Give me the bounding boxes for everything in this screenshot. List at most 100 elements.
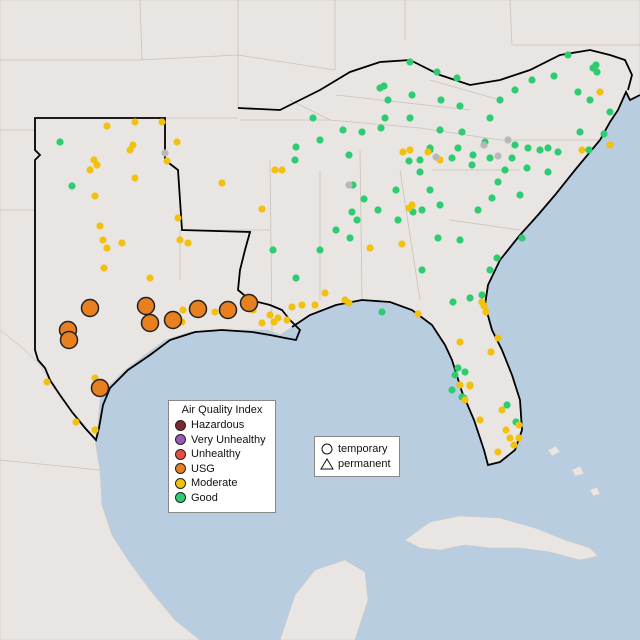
good-monitor-marker[interactable] xyxy=(358,128,366,136)
good-monitor-marker[interactable] xyxy=(433,68,441,76)
good-monitor-marker[interactable] xyxy=(589,64,597,72)
moderate-monitor-marker[interactable] xyxy=(218,179,226,187)
good-monitor-marker[interactable] xyxy=(454,144,462,152)
moderate-monitor-marker[interactable] xyxy=(321,289,329,297)
good-monitor-marker[interactable] xyxy=(316,136,324,144)
good-monitor-marker[interactable] xyxy=(544,168,552,176)
good-monitor-marker[interactable] xyxy=(291,156,299,164)
good-monitor-marker[interactable] xyxy=(309,114,317,122)
moderate-monitor-marker[interactable] xyxy=(163,157,171,165)
good-monitor-marker[interactable] xyxy=(449,298,457,306)
monitor-points[interactable] xyxy=(43,51,614,456)
good-monitor-marker[interactable] xyxy=(405,157,413,165)
good-monitor-marker[interactable] xyxy=(437,96,445,104)
good-monitor-marker[interactable] xyxy=(406,114,414,122)
moderate-monitor-marker[interactable] xyxy=(283,316,291,324)
good-monitor-marker[interactable] xyxy=(466,294,474,302)
good-monitor-marker[interactable] xyxy=(374,206,382,214)
good-monitor-marker[interactable] xyxy=(392,186,400,194)
moderate-monitor-marker[interactable] xyxy=(146,274,154,282)
good-monitor-marker[interactable] xyxy=(360,195,368,203)
moderate-monitor-marker[interactable] xyxy=(93,161,101,169)
good-monitor-marker[interactable] xyxy=(406,58,414,66)
good-monitor-marker[interactable] xyxy=(511,141,519,149)
good-monitor-marker[interactable] xyxy=(56,138,64,146)
good-monitor-marker[interactable] xyxy=(494,178,502,186)
good-monitor-marker[interactable] xyxy=(332,226,340,234)
usg-monitor-marker[interactable] xyxy=(80,298,100,318)
moderate-monitor-marker[interactable] xyxy=(96,222,104,230)
moderate-monitor-marker[interactable] xyxy=(461,396,469,404)
good-monitor-marker[interactable] xyxy=(486,266,494,274)
moderate-monitor-marker[interactable] xyxy=(596,88,604,96)
good-monitor-marker[interactable] xyxy=(458,128,466,136)
moderate-monitor-marker[interactable] xyxy=(179,306,187,314)
moderate-monitor-marker[interactable] xyxy=(456,338,464,346)
good-monitor-marker[interactable] xyxy=(453,74,461,82)
moderate-monitor-marker[interactable] xyxy=(176,236,184,244)
moderate-monitor-marker[interactable] xyxy=(91,426,99,434)
good-monitor-marker[interactable] xyxy=(478,291,486,299)
good-monitor-marker[interactable] xyxy=(518,234,526,242)
moderate-monitor-marker[interactable] xyxy=(288,303,296,311)
moderate-monitor-marker[interactable] xyxy=(494,334,502,342)
good-monitor-marker[interactable] xyxy=(292,143,300,151)
good-monitor-marker[interactable] xyxy=(416,156,424,164)
good-monitor-marker[interactable] xyxy=(448,386,456,394)
moderate-monitor-marker[interactable] xyxy=(266,311,274,319)
good-monitor-marker[interactable] xyxy=(544,144,552,152)
good-monitor-marker[interactable] xyxy=(564,51,572,59)
good-monitor-marker[interactable] xyxy=(574,88,582,96)
good-monitor-marker[interactable] xyxy=(523,164,531,172)
moderate-monitor-marker[interactable] xyxy=(498,406,506,414)
good-monitor-marker[interactable] xyxy=(486,114,494,122)
moderate-monitor-marker[interactable] xyxy=(424,148,432,156)
good-monitor-marker[interactable] xyxy=(469,151,477,159)
good-monitor-marker[interactable] xyxy=(508,154,516,162)
unknown-monitor-marker[interactable] xyxy=(345,181,353,189)
good-monitor-marker[interactable] xyxy=(426,186,434,194)
good-monitor-marker[interactable] xyxy=(488,194,496,202)
moderate-monitor-marker[interactable] xyxy=(510,441,518,449)
moderate-monitor-marker[interactable] xyxy=(173,138,181,146)
moderate-monitor-marker[interactable] xyxy=(103,122,111,130)
moderate-monitor-marker[interactable] xyxy=(414,310,422,318)
good-monitor-marker[interactable] xyxy=(576,128,584,136)
moderate-monitor-marker[interactable] xyxy=(278,166,286,174)
moderate-monitor-marker[interactable] xyxy=(298,301,306,309)
moderate-monitor-marker[interactable] xyxy=(466,381,474,389)
good-monitor-marker[interactable] xyxy=(346,234,354,242)
good-monitor-marker[interactable] xyxy=(454,364,462,372)
moderate-monitor-marker[interactable] xyxy=(131,118,139,126)
moderate-monitor-marker[interactable] xyxy=(456,381,464,389)
good-monitor-marker[interactable] xyxy=(554,148,562,156)
moderate-monitor-marker[interactable] xyxy=(494,448,502,456)
moderate-monitor-marker[interactable] xyxy=(126,146,134,154)
good-monitor-marker[interactable] xyxy=(461,368,469,376)
good-monitor-marker[interactable] xyxy=(528,76,536,84)
good-monitor-marker[interactable] xyxy=(68,182,76,190)
good-monitor-marker[interactable] xyxy=(269,246,277,254)
unknown-monitor-marker[interactable] xyxy=(504,136,512,144)
usg-monitor-marker[interactable] xyxy=(90,378,110,398)
good-monitor-marker[interactable] xyxy=(493,254,501,262)
unknown-monitor-marker[interactable] xyxy=(432,153,440,161)
moderate-monitor-marker[interactable] xyxy=(506,434,514,442)
moderate-monitor-marker[interactable] xyxy=(515,434,523,442)
moderate-monitor-marker[interactable] xyxy=(100,264,108,272)
good-monitor-marker[interactable] xyxy=(468,161,476,169)
good-monitor-marker[interactable] xyxy=(448,154,456,162)
good-monitor-marker[interactable] xyxy=(381,114,389,122)
good-monitor-marker[interactable] xyxy=(600,130,608,138)
moderate-monitor-marker[interactable] xyxy=(86,166,94,174)
moderate-monitor-marker[interactable] xyxy=(578,146,586,154)
moderate-monitor-marker[interactable] xyxy=(366,244,374,252)
moderate-monitor-marker[interactable] xyxy=(515,421,523,429)
good-monitor-marker[interactable] xyxy=(436,201,444,209)
moderate-monitor-marker[interactable] xyxy=(184,239,192,247)
good-monitor-marker[interactable] xyxy=(418,266,426,274)
moderate-monitor-marker[interactable] xyxy=(502,426,510,434)
good-monitor-marker[interactable] xyxy=(586,96,594,104)
moderate-monitor-marker[interactable] xyxy=(480,302,488,310)
